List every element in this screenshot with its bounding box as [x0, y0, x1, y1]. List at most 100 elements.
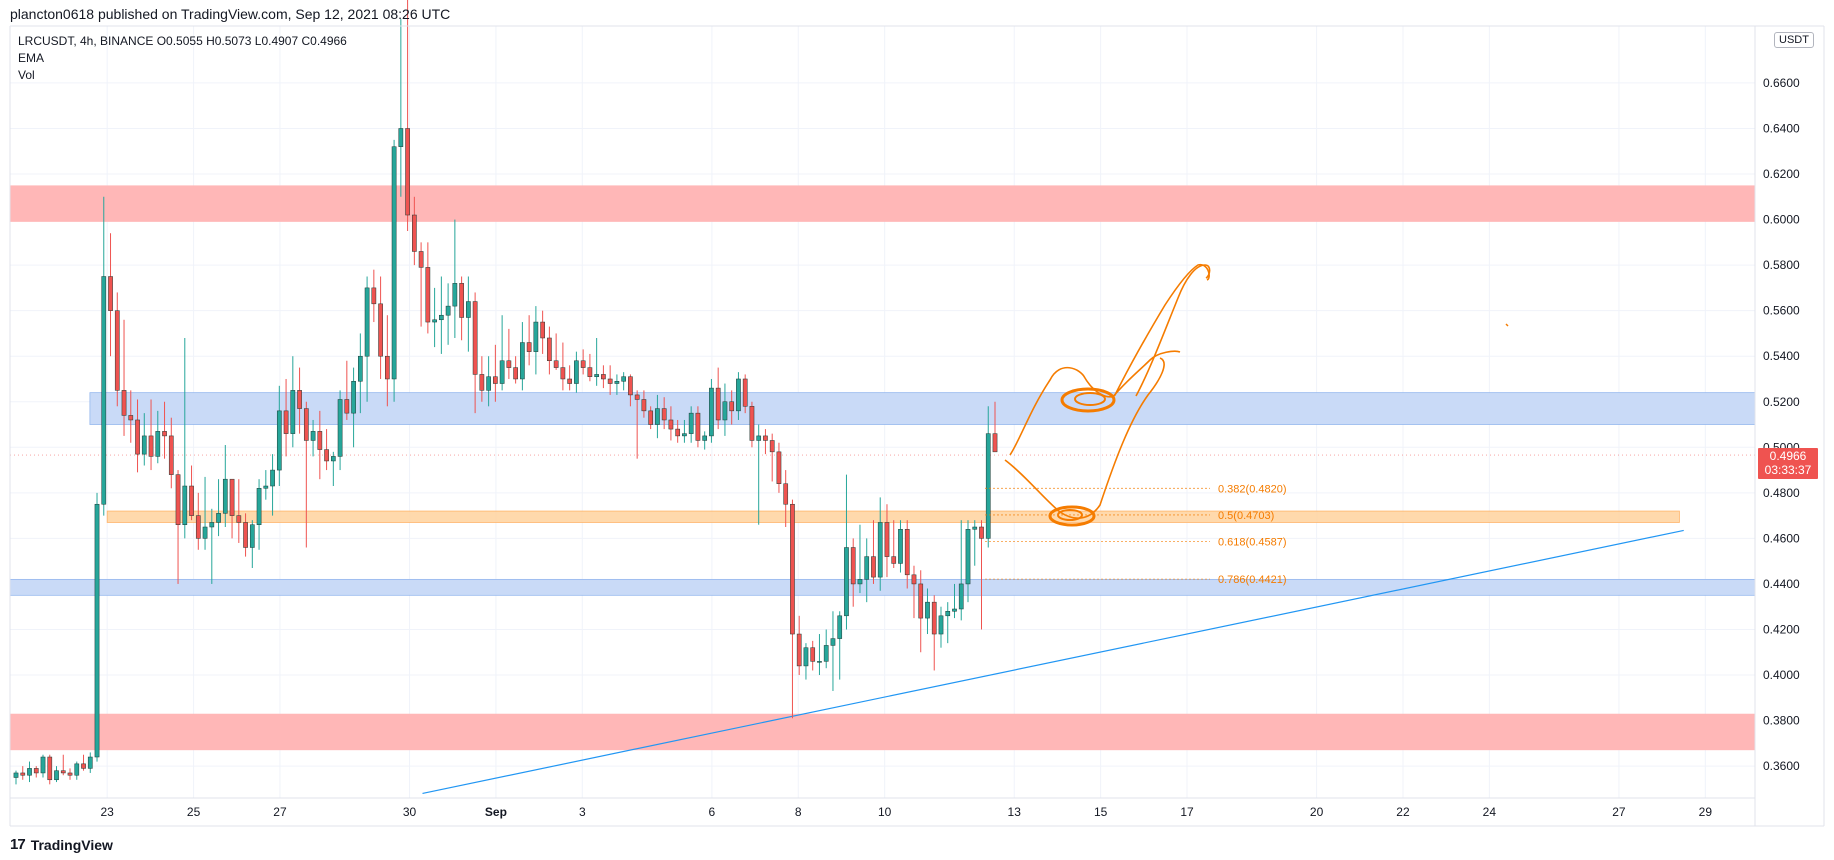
drawing-circle-lower-inner — [1057, 509, 1083, 521]
drawing-lower-curve — [1004, 357, 1165, 519]
ema-legend[interactable]: EMA — [18, 51, 45, 65]
price-tick-label: 0.4800 — [1763, 486, 1800, 500]
candle-down — [992, 433, 998, 453]
time-axis-labels: 23 25 27 30 Sep 3 6 8 10 13 15 17 20 22 24 27 29 — [101, 805, 1713, 819]
candle-down — [796, 633, 802, 667]
candle-up — [817, 661, 822, 663]
ascending-trendline[interactable] — [422, 529, 1684, 795]
candle-down — [108, 276, 113, 311]
candle-up — [391, 146, 397, 380]
zone-supply — [10, 713, 1755, 751]
candle-up — [688, 412, 694, 434]
candle-up — [101, 276, 107, 505]
candle-down — [634, 394, 640, 400]
candle-down — [236, 515, 242, 523]
candle-down — [385, 355, 390, 380]
candle-up — [40, 756, 46, 774]
candle-down — [850, 547, 856, 585]
candle-up — [574, 360, 579, 384]
candle-down — [405, 128, 410, 216]
candle-down — [641, 399, 647, 412]
candle-up — [276, 410, 282, 471]
candle-down — [418, 251, 424, 268]
candle-down — [918, 583, 924, 619]
candle-up — [864, 556, 870, 580]
candle-up — [439, 314, 444, 321]
candle-up — [209, 522, 215, 528]
price-tick-label: 0.3800 — [1763, 714, 1800, 728]
candle-up — [803, 647, 809, 667]
candle-up — [155, 431, 161, 457]
candle-up — [216, 513, 221, 523]
axes — [9, 25, 1825, 827]
candle-up — [270, 469, 275, 487]
candle-down — [810, 647, 816, 662]
candle-up — [614, 381, 620, 384]
candle-down — [601, 374, 606, 380]
symbol-legend[interactable]: LRCUSDT, 4h, BINANCE O0.5055 H0.5073 L0.… — [18, 34, 347, 48]
candle-up — [952, 608, 957, 612]
candle-up — [938, 615, 944, 635]
time-tick-label: 17 — [1180, 805, 1194, 819]
candle-up — [256, 488, 262, 525]
tradingview-logo[interactable]: 17 TradingView — [10, 836, 113, 853]
price-tick-label: 0.3600 — [1763, 759, 1800, 773]
candle-down — [648, 410, 654, 425]
candle-up — [756, 435, 762, 441]
candle-up — [337, 399, 343, 457]
time-tick-label: 6 — [709, 805, 716, 819]
candle-up — [330, 456, 336, 462]
trendline[interactable] — [422, 529, 1684, 795]
candle-up — [844, 547, 849, 617]
candle-down — [175, 474, 181, 525]
candle-up — [290, 390, 296, 434]
candle-down — [162, 431, 167, 437]
publisher-line: plancton0618 published on TradingView.co… — [10, 6, 451, 22]
bar-countdown: 03:33:37 — [1764, 463, 1812, 477]
candle-up — [857, 579, 863, 585]
candle-up — [965, 529, 971, 585]
candle-down — [493, 376, 498, 384]
candle-down — [553, 360, 559, 368]
candle-down — [567, 378, 572, 384]
candle-down — [81, 763, 86, 769]
candle-down — [911, 574, 917, 585]
candle-down — [303, 408, 309, 441]
candle-up — [722, 401, 728, 421]
candle-down — [607, 378, 613, 384]
candle-up — [486, 376, 491, 391]
candle-up — [945, 611, 951, 617]
fib-level-label: 0.5(0.4703) — [1218, 510, 1274, 522]
candle-up — [141, 435, 147, 455]
candle-up — [351, 381, 356, 414]
zone-supply — [10, 185, 1755, 222]
time-tick-label: Sep — [485, 805, 507, 819]
candle-up — [898, 529, 903, 564]
vol-legend[interactable]: Vol — [18, 68, 35, 82]
last-price-tag: 0.4966 03:33:37 — [1758, 448, 1818, 479]
drawing-circle-upper-inner — [1074, 392, 1106, 406]
candle-up — [445, 305, 451, 316]
candle-up — [310, 431, 316, 441]
candle-down — [695, 412, 701, 441]
zone-support — [9, 578, 1756, 596]
candle-down — [412, 214, 417, 252]
candle-down — [297, 390, 302, 409]
candle-down — [776, 451, 782, 484]
candle-up — [594, 374, 599, 377]
time-tick-label: 15 — [1094, 805, 1108, 819]
candle-down — [904, 529, 910, 576]
currency-badge[interactable]: USDT — [1774, 32, 1814, 48]
drawing-circle-upper — [1060, 387, 1116, 413]
candle-down — [749, 406, 755, 441]
candle-up — [249, 524, 255, 548]
hand-drawings — [1004, 263, 1509, 527]
candle-down — [763, 435, 768, 441]
candle-down — [513, 367, 518, 380]
time-tick-label: 20 — [1310, 805, 1324, 819]
drawing-circle-lower — [1048, 505, 1096, 527]
price-tick-label: 0.6200 — [1763, 167, 1800, 181]
candle-down — [587, 367, 593, 377]
candle-up — [87, 756, 93, 769]
